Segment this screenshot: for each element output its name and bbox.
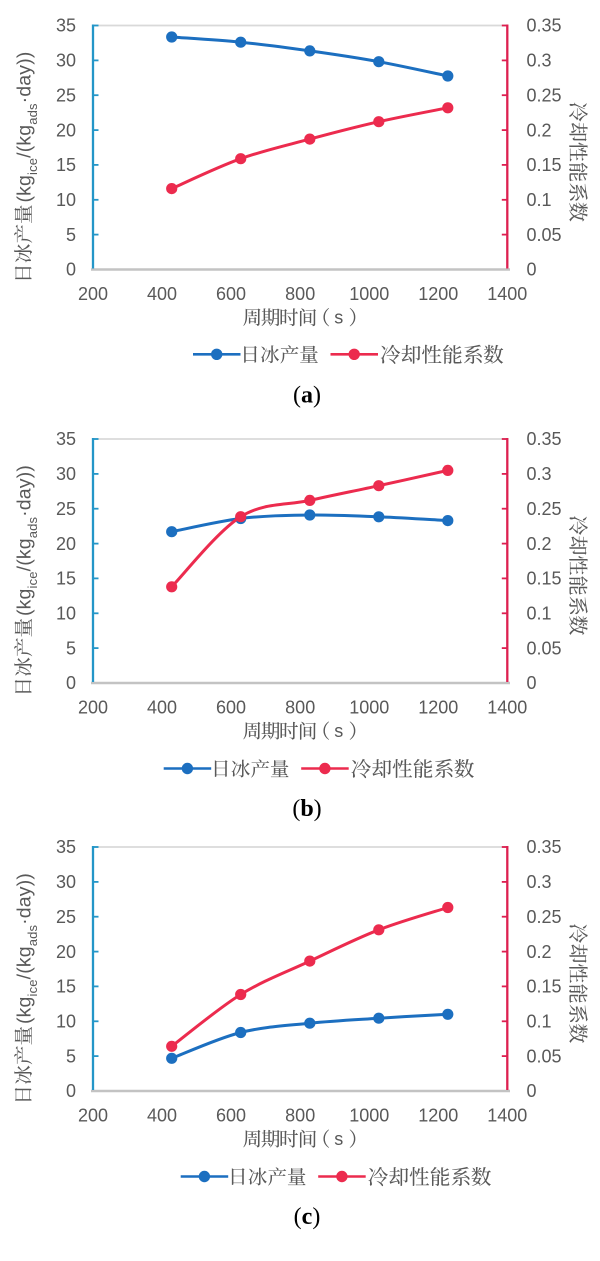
svg-text:(b): (b): [292, 796, 321, 822]
svg-text:(a): (a): [293, 382, 321, 408]
svg-text:(c): (c): [294, 1204, 321, 1230]
